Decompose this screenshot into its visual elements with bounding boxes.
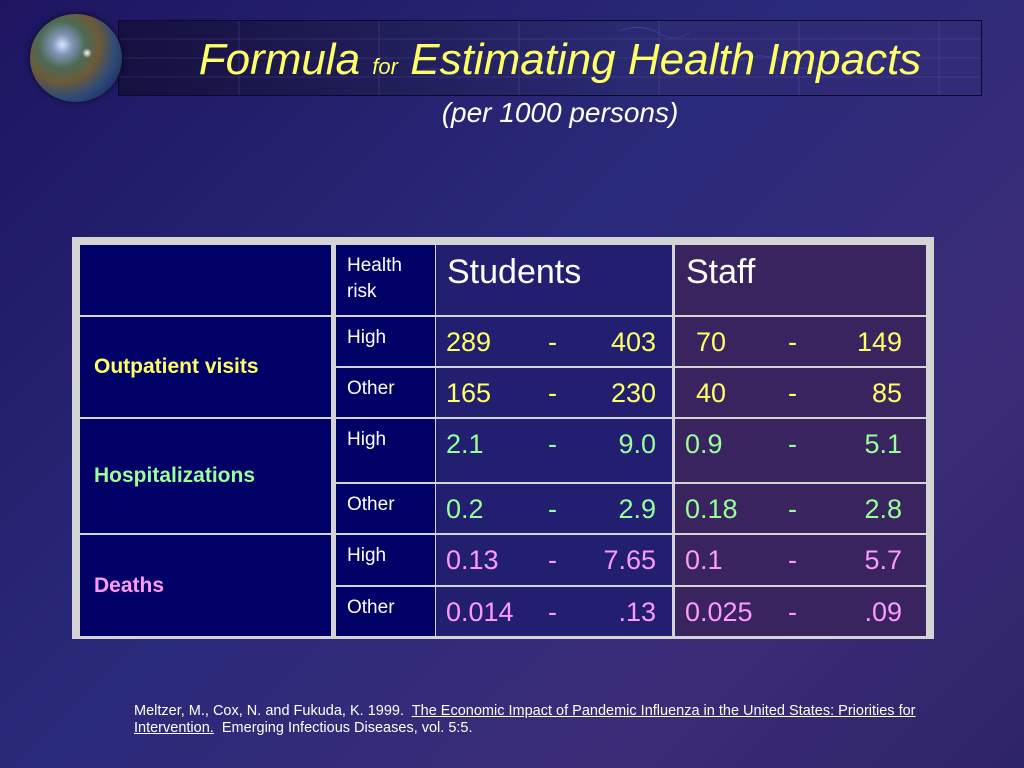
- range-dash: -: [548, 494, 557, 524]
- students-outpatient-other: 165 - 230: [436, 368, 672, 417]
- range-low: 0.1: [685, 545, 723, 575]
- title-part-for: for: [372, 54, 398, 79]
- citation: Meltzer, M., Cox, N. and Fukuda, K. 1999…: [134, 703, 924, 737]
- range-high: 85: [871, 378, 902, 408]
- range-high: .09: [864, 597, 902, 627]
- range-high: 149: [856, 327, 902, 357]
- range-dash: -: [548, 545, 557, 575]
- range-dash: -: [788, 545, 797, 575]
- group-outpatient-visits: Outpatient visits: [80, 317, 331, 417]
- range-low: 0.18: [685, 494, 738, 524]
- range-dash: -: [788, 494, 797, 524]
- range-dash: -: [548, 597, 557, 627]
- range-dash: -: [788, 378, 797, 408]
- staff-outpatient-other: 40 - 85: [675, 368, 926, 417]
- corner-cell: [80, 245, 331, 315]
- title-part-estimating: Estimating Health Impacts: [410, 35, 922, 84]
- students-hospitalizations-other: 0.2 - 2.9: [436, 484, 672, 533]
- students-deaths-other: 0.014 - .13: [436, 587, 672, 636]
- range-dash: -: [788, 327, 797, 357]
- range-low: 165: [446, 378, 492, 408]
- range-high: 9.0: [618, 429, 656, 459]
- risk-deaths-high: High: [336, 535, 435, 585]
- range-low: 0.2: [446, 494, 484, 524]
- range-high: 7.65: [603, 545, 656, 575]
- range-high: 5.1: [864, 429, 902, 459]
- range-dash: -: [548, 429, 557, 459]
- range-dash: -: [548, 378, 557, 408]
- staff-deaths-high: 0.1 - 5.7: [675, 535, 926, 585]
- range-low: 0.13: [446, 545, 499, 575]
- globe-glint: [82, 48, 92, 58]
- slide-title: Formula for Estimating Health Impacts: [140, 34, 980, 93]
- range-low: 70: [696, 327, 727, 357]
- header-health-risk: Health risk: [336, 245, 435, 315]
- students-deaths-high: 0.13 - 7.65: [436, 535, 672, 585]
- range-high: 230: [610, 378, 656, 408]
- range-low: 0.025: [685, 597, 753, 627]
- risk-hospitalizations-high: High: [336, 419, 435, 482]
- health-impact-table: Health risk Students Staff Outpatient vi…: [72, 237, 934, 639]
- range-high: 2.8: [864, 494, 902, 524]
- citation-title-link[interactable]: The Economic Impact of Pandemic Influenz…: [134, 703, 916, 736]
- range-low: 40: [696, 378, 727, 408]
- title-band: [118, 20, 982, 96]
- staff-hospitalizations-high: 0.9 - 5.1: [675, 419, 926, 482]
- range-low: 2.1: [446, 429, 484, 459]
- range-high: 5.7: [864, 545, 902, 575]
- risk-hospitalizations-other: Other: [336, 484, 435, 533]
- risk-deaths-other: Other: [336, 587, 435, 636]
- header-students: Students: [436, 245, 672, 315]
- range-high: .13: [618, 597, 656, 627]
- range-dash: -: [788, 597, 797, 627]
- slide-subtitle: (per 1000 persons): [441, 97, 679, 128]
- risk-outpatient-high: High: [336, 317, 435, 366]
- staff-deaths-other: 0.025 - .09: [675, 587, 926, 636]
- group-hospitalizations: Hospitalizations: [80, 419, 331, 533]
- group-deaths: Deaths: [80, 535, 331, 636]
- staff-outpatient-high: 70 - 149: [675, 317, 926, 366]
- header-staff: Staff: [675, 245, 926, 315]
- range-dash: -: [788, 429, 797, 459]
- students-outpatient-high: 289 - 403: [436, 317, 672, 366]
- title-part-formula: Formula: [198, 35, 361, 84]
- staff-hospitalizations-other: 0.18 - 2.8: [675, 484, 926, 533]
- map-grid-decoration: [119, 21, 981, 95]
- citation-authors: Meltzer, M., Cox, N. and Fukuda, K. 1999…: [134, 703, 404, 719]
- students-hospitalizations-high: 2.1 - 9.0: [436, 419, 672, 482]
- range-low: 289: [446, 327, 492, 357]
- globe-icon: [30, 14, 122, 102]
- risk-outpatient-other: Other: [336, 368, 435, 417]
- citation-journal: Emerging Infectious Diseases, vol. 5:5.: [221, 720, 473, 736]
- range-high: 2.9: [618, 494, 656, 524]
- range-high: 403: [610, 327, 656, 357]
- range-low: 0.014: [446, 597, 514, 627]
- range-dash: -: [548, 327, 557, 357]
- range-low: 0.9: [685, 429, 723, 459]
